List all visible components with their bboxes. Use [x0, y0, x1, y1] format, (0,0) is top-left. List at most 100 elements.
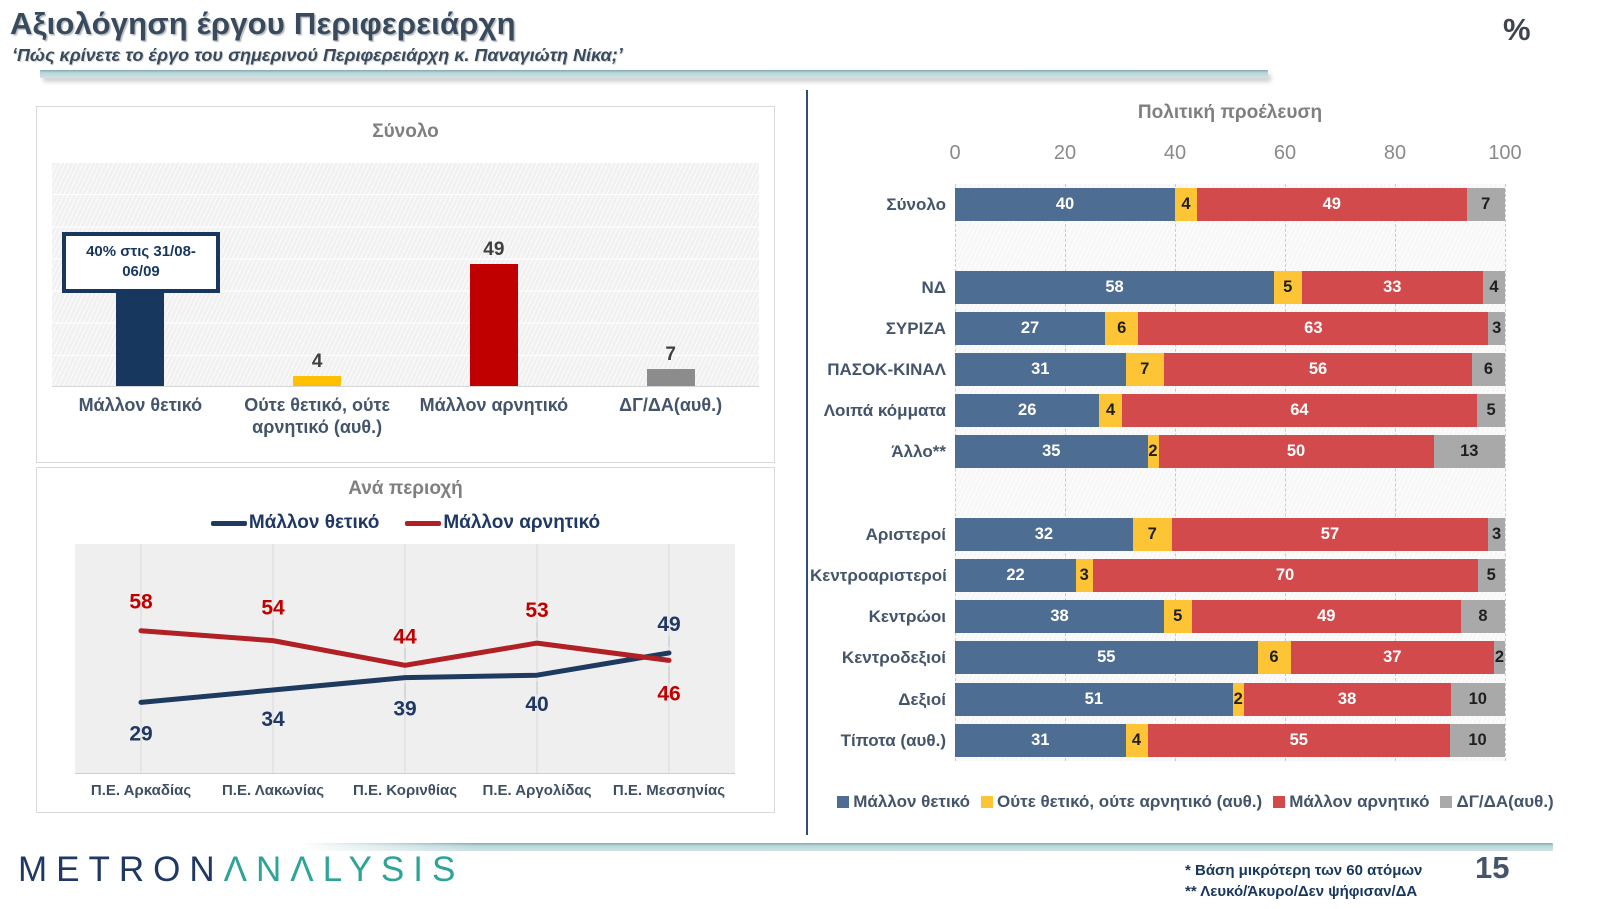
bar-segment: 4 [1483, 270, 1505, 304]
footnotes: * Βάση μικρότερη των 60 ατόμων ** Λευκό/… [1185, 860, 1422, 902]
row-label: ΣΥΡΙΖΑ [885, 318, 946, 338]
bar-value-label: 49 [483, 238, 505, 260]
axis-tick-label: 60 [1273, 142, 1297, 164]
bar-segment: 6 [1105, 311, 1139, 345]
data-point-label: 54 [261, 597, 285, 620]
page-number: 15 [1475, 850, 1510, 885]
data-point-label: 58 [129, 591, 153, 614]
bar-segment: 40 [955, 188, 1175, 222]
bar-segment: 37 [1290, 641, 1494, 675]
metron-analysis-logo: METRONΛNΛLYSIS [18, 850, 464, 890]
legend-color-swatch [1440, 796, 1453, 808]
stacked-bar: 51 2 38 10 [955, 682, 1505, 716]
row-label: Λοιπά κόμματα [823, 401, 946, 421]
bar-segment: 10 [1450, 682, 1505, 716]
bar-segment: 32 [955, 517, 1133, 551]
category-label: Π.Ε. Αρκαδίας [90, 782, 192, 799]
political-origin-chart: Πολιτική προέλευση 0 20 40 60 80 100 Σύνολο 40… [810, 92, 1580, 837]
category-label: Π.Ε. Λακωνίας [221, 782, 325, 799]
region-chart-legend: Μάλλον θετικό Μάλλον αρνητικό [37, 512, 774, 534]
footnote-2: ** Λευκό/Άκυρο/Δεν ψήφισαν/ΔΑ [1185, 883, 1418, 900]
stacked-bar: 31 7 56 6 [955, 352, 1505, 386]
bar [469, 263, 518, 386]
stacked-bar: 32 7 57 3 [955, 517, 1505, 551]
row-label: Κεντροδεξιοί [841, 648, 946, 668]
political-chart-legend: Μάλλον θετικό Ούτε θετικό, ούτε αρνητικό … [810, 792, 1580, 813]
bar-segment: 55 [955, 641, 1258, 675]
bar-segment: 5 [1164, 600, 1192, 634]
row-label: Τίποτα (αυθ.) [840, 730, 946, 750]
bar-segment: 4 [1125, 723, 1148, 757]
bar-segment: 56 [1164, 352, 1472, 386]
category-label: Π.Ε. Μεσσηνίας [612, 782, 726, 799]
bar-segment: 51 [955, 682, 1233, 716]
legend-color-swatch [981, 796, 993, 808]
category-label: ΔΓ/ΔΑ(αυθ.) [619, 395, 723, 415]
bar-segment: 4 [1175, 188, 1197, 222]
legend-label: ΔΓ/ΔΑ(αυθ.) [1456, 792, 1554, 811]
bar-segment: 6 [1257, 641, 1291, 675]
bar-segment: 22 [955, 558, 1076, 592]
header-divider [40, 70, 1268, 78]
logo-metron-text: METRON [18, 850, 224, 889]
legend-line-marker [210, 520, 247, 526]
row-label: ΝΔ [921, 277, 947, 297]
row-label: Δεξιοί [898, 689, 946, 709]
axis-tick-label: 100 [1488, 142, 1522, 164]
bar-segment: 5 [1274, 270, 1302, 304]
category-label: Π.Ε. Κορινθίας [352, 782, 458, 799]
vertical-gridline [1065, 184, 1066, 761]
chart-title-political: Πολιτική προέλευση [1137, 102, 1323, 123]
bar-segment: 50 [1158, 435, 1434, 469]
bar-segment: 64 [1121, 394, 1478, 428]
chart-title-region: Ανά περιοχή [348, 478, 463, 499]
logo-analysis-text: ΛNΛLYSIS [223, 850, 465, 889]
data-point-label: 53 [525, 599, 548, 622]
data-point-label: 39 [393, 698, 416, 721]
legend-item: Μάλλον αρνητικό [405, 512, 600, 534]
bar-slot: 7 [582, 162, 759, 386]
bar-segment: 4 [1099, 394, 1122, 428]
bar-segment: 10 [1450, 723, 1505, 757]
bar-segment: 2 [1232, 682, 1244, 716]
bar-segment: 26 [955, 394, 1100, 428]
page-title: Αξιολόγηση έργου Περιφερειάρχη [10, 6, 516, 41]
bar-segment: 70 [1092, 558, 1478, 592]
row-label: ΠΑΣΟΚ-ΚΙΝΑΛ [827, 359, 946, 379]
chart-title-total: Σύνολο [372, 121, 439, 142]
stacked-bar: 40 4 49 7 [955, 188, 1505, 222]
unit-label: % [1503, 12, 1531, 47]
bar-segment: 7 [1132, 517, 1172, 551]
bar [116, 286, 165, 386]
legend-line-marker [405, 520, 442, 526]
bar-segment: 13 [1433, 435, 1505, 469]
bar [646, 368, 695, 386]
row-label: Κεντρώοι [868, 607, 946, 627]
bar-segment: 8 [1461, 600, 1505, 634]
bar-segment: 35 [955, 435, 1148, 469]
stacked-bar: 27 6 63 3 [955, 311, 1505, 345]
data-point-label: 29 [129, 722, 152, 745]
bar-segment: 49 [1197, 188, 1467, 222]
category-label: Π.Ε. Αργολίδας [482, 782, 592, 799]
vertical-gridline [955, 184, 956, 761]
legend-color-swatch [837, 796, 850, 808]
legend-item: ΔΓ/ΔΑ(αυθ.) [1440, 792, 1554, 812]
bar-segment: 5 [1477, 394, 1505, 428]
bar-segment: 58 [955, 270, 1274, 304]
category-label: Μάλλον αρνητικό [419, 395, 569, 415]
series-line [138, 650, 672, 705]
bar-segment: 3 [1488, 311, 1505, 345]
row-label: Άλλο** [891, 442, 946, 462]
total-chart-categories: Μάλλον θετικό Ούτε θετικό, ούτε αρνητικό … [52, 395, 759, 438]
bar-segment: 38 [1243, 682, 1451, 716]
bar-segment: 63 [1138, 311, 1489, 345]
data-point-label: 34 [261, 708, 285, 731]
row-label: Αριστεροί [865, 524, 946, 544]
axis-tick-label: 20 [1053, 142, 1077, 164]
data-point-label: 44 [393, 625, 417, 648]
stacked-bar: 26 4 64 5 [955, 394, 1505, 428]
footer-divider [300, 843, 1553, 851]
